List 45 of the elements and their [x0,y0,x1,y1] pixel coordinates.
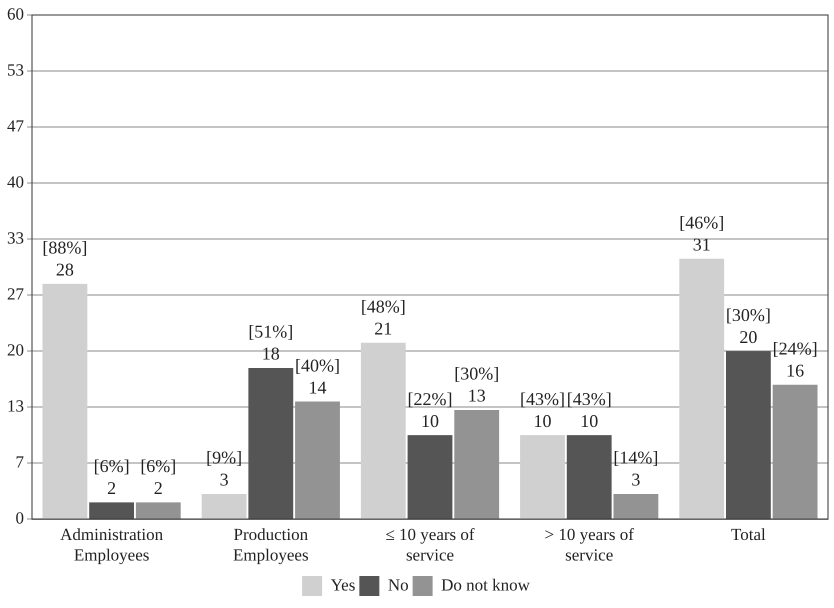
bar [42,284,88,519]
y-tick-label: 20 [7,340,24,360]
data-label: [40%] 14 [295,355,340,398]
data-label: [48%] 21 [360,296,406,338]
bar [679,258,724,519]
bar [136,502,181,519]
legend-label: Do not know [441,575,531,594]
bar [89,502,134,519]
bar [408,435,452,519]
x-tick-label: Administration Employees [60,524,164,564]
bar [202,494,247,519]
y-tick-label: 0 [16,508,24,528]
x-tick-label: Total [731,524,766,544]
y-tick-label: 53 [7,60,24,80]
y-tick-label: 13 [7,396,24,416]
legend-label: Yes [330,575,356,594]
data-label: [22%] 10 [408,388,452,431]
data-label: [88%] 28 [42,238,88,280]
y-tick-label: 7 [16,452,24,472]
data-label: [30%] 20 [726,304,771,347]
data-label: [9%] 3 [206,448,242,490]
data-label: [6%] 2 [140,456,176,498]
data-label: [6%] 2 [94,456,130,498]
y-tick-label: 27 [7,284,24,304]
bar [566,435,612,519]
bar [726,351,771,519]
legend-label: No [388,575,409,594]
data-label: [30%] 13 [454,364,500,406]
x-tick-label: > 10 years of service [544,524,634,564]
data-label: [14%] 3 [613,448,658,490]
y-tick-label: 47 [7,116,24,136]
data-label: [51%] 18 [248,322,294,364]
bar [248,368,294,519]
data-label: [43%] 10 [520,388,565,431]
bar [520,435,565,519]
x-tick-label: Production Employees [233,524,309,564]
bar [613,494,658,519]
data-label: [43%] 10 [566,388,612,431]
y-tick-label: 60 [7,4,24,24]
y-tick-label: 33 [7,228,24,248]
data-label: [24%] 16 [772,338,818,380]
bar [360,342,406,519]
y-tick-label: 40 [7,172,24,192]
x-tick-label: ≤ 10 years of service [385,524,475,564]
data-label: [46%] 31 [679,212,724,254]
